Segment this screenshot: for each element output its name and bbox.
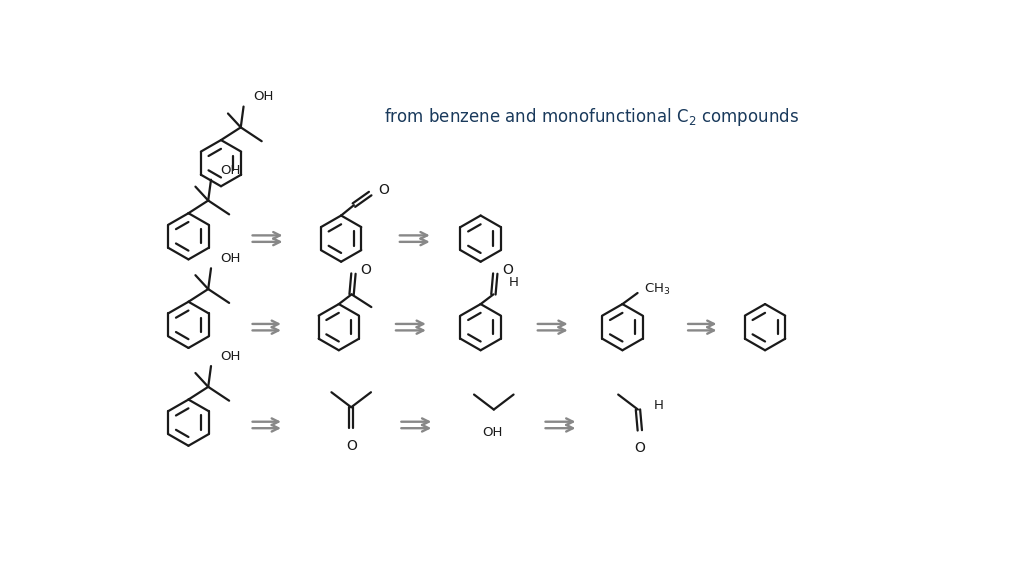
Text: H: H [509,276,519,289]
Text: O: O [502,263,513,277]
Text: from benzene and monofunctional C$_2$ compounds: from benzene and monofunctional C$_2$ co… [384,106,799,128]
Text: OH: OH [253,90,273,103]
Text: H: H [653,399,664,412]
Text: OH: OH [220,164,241,177]
Text: O: O [346,439,356,453]
Text: OH: OH [482,426,503,439]
Text: O: O [378,183,389,197]
Text: CH$_3$: CH$_3$ [644,281,671,297]
Text: O: O [635,441,645,455]
Text: OH: OH [220,350,241,363]
Text: O: O [360,263,372,277]
Text: OH: OH [220,252,241,265]
